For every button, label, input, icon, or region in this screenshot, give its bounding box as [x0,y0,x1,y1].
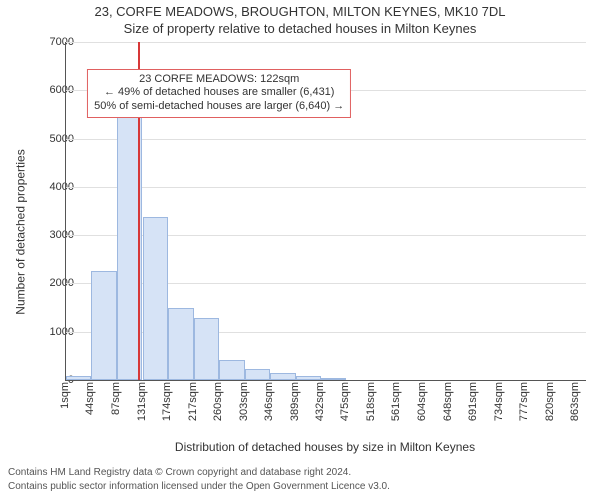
footer-line1: Contains HM Land Registry data © Crown c… [8,466,351,479]
x-tick-label: 734sqm [493,382,505,421]
x-tick-label: 131sqm [136,382,148,421]
x-tick-label: 174sqm [161,382,173,421]
title-line1: 23, CORFE MEADOWS, BROUGHTON, MILTON KEY… [0,4,600,19]
annotation-box: 23 CORFE MEADOWS: 122sqm ← 49% of detach… [87,69,351,118]
x-tick-label: 863sqm [569,382,581,421]
x-tick-label: 475sqm [339,382,351,421]
x-tick-label: 389sqm [289,382,301,421]
x-axis-label: Distribution of detached houses by size … [65,440,585,454]
figure: 23, CORFE MEADOWS, BROUGHTON, MILTON KEY… [0,0,600,500]
y-axis-label: Number of detached properties [14,149,28,314]
x-tick-label: 648sqm [442,382,454,421]
x-tick-label: 346sqm [263,382,275,421]
histogram-bar [219,360,244,380]
y-axis-label-wrap: Number of detached properties [12,42,30,422]
histogram-bar [270,373,295,380]
x-tick-labels: 1sqm44sqm87sqm131sqm174sqm217sqm260sqm30… [65,380,585,435]
x-tick-label: 518sqm [365,382,377,421]
footer-line2: Contains public sector information licen… [8,480,390,493]
x-tick-label: 691sqm [467,382,479,421]
x-tick-label: 561sqm [390,382,402,421]
plot-area: 23 CORFE MEADOWS: 122sqm ← 49% of detach… [65,42,586,381]
histogram-bar [194,318,219,380]
annotation-line2: ← 49% of detached houses are smaller (6,… [94,86,344,100]
histogram-bar [168,308,193,380]
x-tick-label: 44sqm [84,382,96,415]
x-tick-label: 777sqm [518,382,530,421]
x-tick-label: 820sqm [544,382,556,421]
title-line2: Size of property relative to detached ho… [0,21,600,36]
x-tick-label: 217sqm [187,382,199,421]
annotation-line3: 50% of semi-detached houses are larger (… [94,100,344,114]
annotation-line1: 23 CORFE MEADOWS: 122sqm [94,73,344,87]
x-tick-label: 87sqm [110,382,122,415]
x-tick-label: 432sqm [314,382,326,421]
histogram-bar [91,271,116,380]
x-tick-label: 604sqm [416,382,428,421]
histogram-bar [143,217,168,380]
histogram-bar [245,369,270,380]
x-tick-label: 303sqm [238,382,250,421]
x-tick-label: 1sqm [59,382,71,409]
x-tick-label: 260sqm [212,382,224,421]
